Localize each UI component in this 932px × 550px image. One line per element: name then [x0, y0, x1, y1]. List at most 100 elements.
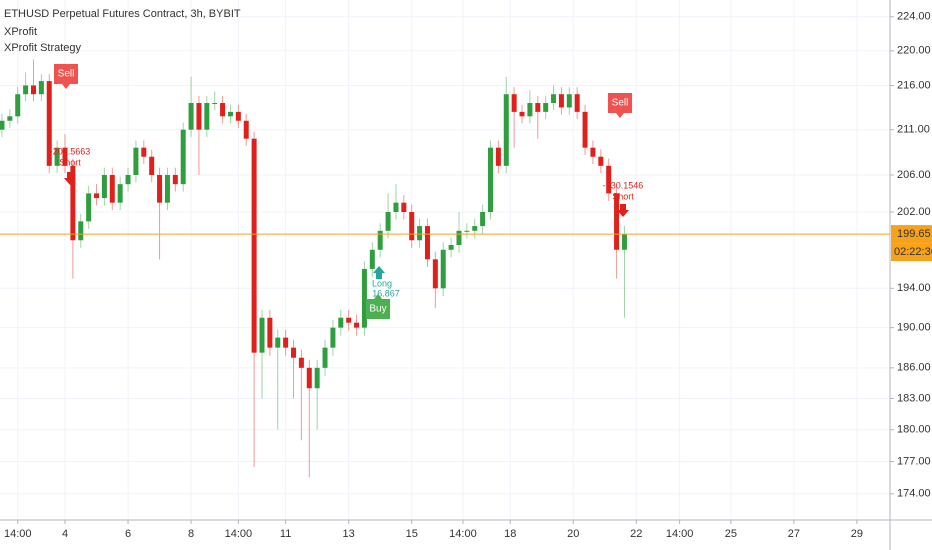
y-tick-label: 183.00 [897, 392, 931, 404]
short-label: Short [612, 191, 634, 201]
candle-body [133, 147, 139, 175]
candle-body [480, 212, 486, 227]
candle-body [15, 94, 21, 117]
candle-body [543, 103, 549, 112]
candle-body [614, 193, 620, 250]
candle-body [283, 337, 289, 348]
candle-body [188, 103, 194, 130]
long-arrow [373, 266, 385, 279]
sell-badge [54, 64, 78, 89]
x-tick-label: 15 [406, 528, 418, 540]
y-tick-label: 202.00 [897, 206, 931, 218]
candle-body [227, 111, 233, 117]
candle-body [448, 245, 454, 250]
short-arrow [64, 172, 76, 185]
candle-body [7, 116, 13, 121]
countdown-label: 02:22:36 [894, 246, 932, 258]
x-tick-label: 4 [62, 528, 68, 540]
y-tick-label: 180.00 [897, 424, 931, 436]
profit-label: -130.1546 [603, 180, 644, 190]
candle-body [322, 347, 328, 368]
candle-body [298, 357, 304, 368]
candle-body [46, 81, 52, 166]
short-label: Short [59, 157, 81, 167]
x-tick-label: 6 [125, 528, 131, 540]
candle-body [432, 259, 438, 289]
candle-body [338, 317, 344, 328]
candle-body [275, 337, 281, 348]
candle-body [30, 85, 36, 95]
countdown-box [891, 243, 932, 262]
candle-body [606, 165, 612, 194]
candle-body [259, 317, 265, 353]
indicator: XProfit [4, 26, 37, 38]
x-tick-label: 29 [851, 528, 863, 540]
candle-body [495, 147, 501, 166]
candle-body [23, 85, 29, 95]
candle-body [472, 226, 478, 231]
grid [0, 0, 890, 520]
last-price-label: 199.65 [897, 228, 931, 240]
candle-body [361, 268, 367, 328]
candle-body [440, 249, 446, 289]
sell-badge [608, 93, 632, 118]
candle-body [212, 103, 218, 105]
candle-body [354, 322, 360, 328]
y-tick-label: 194.00 [897, 282, 931, 294]
y-tick-label: 174.00 [897, 488, 931, 500]
candle-body [251, 138, 257, 353]
candle-body [519, 111, 525, 117]
candle-body [267, 317, 273, 348]
y-tick-label: 190.00 [897, 322, 931, 334]
candle-body [180, 129, 186, 185]
candle-body [566, 94, 572, 108]
sell-signal: Sell -206.5663 Short [50, 64, 90, 185]
candle-body [196, 103, 202, 130]
candle-body [456, 230, 462, 246]
y-tick-label: 186.00 [897, 362, 931, 374]
x-tick-label: 8 [188, 528, 194, 540]
x-tick-label: 14:00 [666, 528, 694, 540]
y-tick-label: 206.00 [897, 169, 931, 181]
x-tick-label: 14:00 [225, 528, 253, 540]
candle-body [464, 230, 470, 232]
candle-body [488, 147, 494, 213]
candle-body [172, 174, 178, 185]
x-tick-label: 14:00 [4, 528, 32, 540]
candle-body [511, 94, 517, 112]
candle-body [125, 174, 131, 185]
candle-body [109, 174, 115, 203]
candle-body [149, 156, 155, 175]
candle-body [417, 226, 423, 241]
candle-body [86, 193, 92, 222]
candle-body [306, 367, 312, 389]
candle-body [503, 94, 509, 166]
chart-title: ETHUSD Perpetual Futures Contract, 3h, B… [4, 8, 241, 20]
candle-body [346, 317, 352, 323]
candle-body [157, 174, 163, 203]
candle-body [117, 184, 123, 203]
x-tick-label: 20 [567, 528, 579, 540]
candle-body [62, 147, 68, 166]
candle-body [385, 212, 391, 231]
x-tick-label: 14:00 [449, 528, 477, 540]
candle-body [141, 147, 147, 157]
candles [0, 59, 627, 478]
candle-body [0, 120, 5, 130]
candle-body [574, 94, 580, 112]
candle-body [220, 103, 226, 117]
candle-body [551, 94, 557, 104]
candle-body [527, 103, 533, 117]
candle-body [330, 327, 336, 348]
candle-body [54, 147, 60, 166]
x-tick-label: 11 [280, 528, 291, 540]
candle-body [424, 226, 430, 260]
candle-body [401, 202, 407, 213]
x-tick-label: 13 [343, 528, 355, 540]
short-arrow [617, 204, 629, 217]
candle-body [94, 193, 100, 199]
y-tick-label: 216.00 [897, 79, 931, 91]
candle-body [598, 156, 604, 166]
